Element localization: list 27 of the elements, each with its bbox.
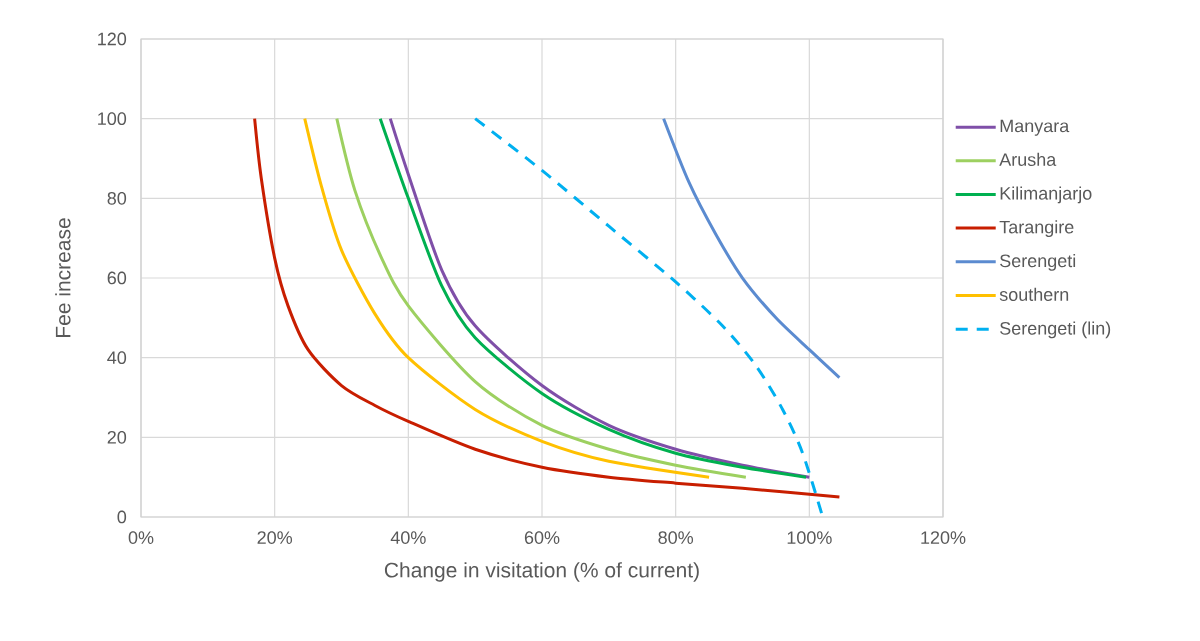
legend-label: Tarangire: [999, 220, 1074, 238]
x-tick-label: 100%: [787, 531, 832, 544]
x-tick-label: 80%: [658, 531, 694, 544]
line-series: [303, 117, 711, 479]
x-tick-label: 120%: [921, 531, 966, 544]
x-tick-label: 0%: [128, 531, 154, 544]
line-series: [253, 117, 841, 499]
legend-label: Kilimanjarjo: [1000, 186, 1092, 204]
legend-label: Serengeti (lin): [1000, 321, 1111, 339]
x-axis-title: Change in visitation (% of current): [384, 562, 699, 582]
y-tick-label: 120: [98, 32, 127, 46]
legend-label: southern: [999, 287, 1069, 301]
legend-label: Arusha: [999, 152, 1057, 166]
y-tick-label: 40: [107, 351, 127, 365]
line-series: [662, 117, 841, 380]
y-tick-label: 20: [107, 430, 127, 444]
legend-label: Manyara: [1000, 119, 1070, 136]
y-tick-label: 100: [98, 112, 127, 126]
x-tick-label: 20%: [257, 531, 293, 544]
legend-label: Serengeti: [1000, 253, 1076, 271]
x-tick-label: 40%: [390, 531, 426, 544]
y-tick-label: 60: [107, 271, 127, 285]
line-series: [335, 117, 748, 479]
y-axis-title: Fee increase: [55, 218, 71, 337]
y-tick-label: 0: [117, 510, 127, 524]
y-tick-label: 80: [107, 191, 127, 205]
x-tick-label: 60%: [524, 531, 560, 544]
